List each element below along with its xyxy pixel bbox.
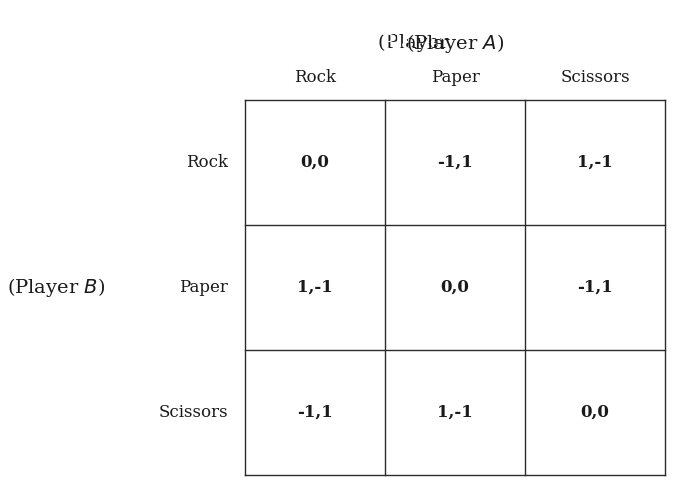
Text: (Player $B$): (Player $B$) [7, 276, 105, 299]
Text: 1,-1: 1,-1 [297, 279, 333, 296]
Text: (Player $A$): (Player $A$) [406, 32, 504, 54]
Text: 0,0: 0,0 [301, 154, 329, 171]
Text: Rock: Rock [294, 69, 336, 86]
Text: (Player: (Player [375, 34, 455, 52]
Text: -1,1: -1,1 [437, 154, 473, 171]
Text: Rock: Rock [186, 154, 228, 171]
Text: Scissors: Scissors [560, 69, 630, 86]
Text: -1,1: -1,1 [297, 404, 333, 421]
Text: Paper: Paper [179, 279, 228, 296]
Text: 1,-1: 1,-1 [577, 154, 613, 171]
Text: Paper: Paper [431, 69, 480, 86]
Text: 0,0: 0,0 [581, 404, 610, 421]
Text: 1,-1: 1,-1 [437, 404, 473, 421]
Text: -1,1: -1,1 [577, 279, 613, 296]
Text: Scissors: Scissors [158, 404, 228, 421]
Text: 0,0: 0,0 [440, 279, 469, 296]
Text: (Player: (Player [378, 34, 455, 52]
